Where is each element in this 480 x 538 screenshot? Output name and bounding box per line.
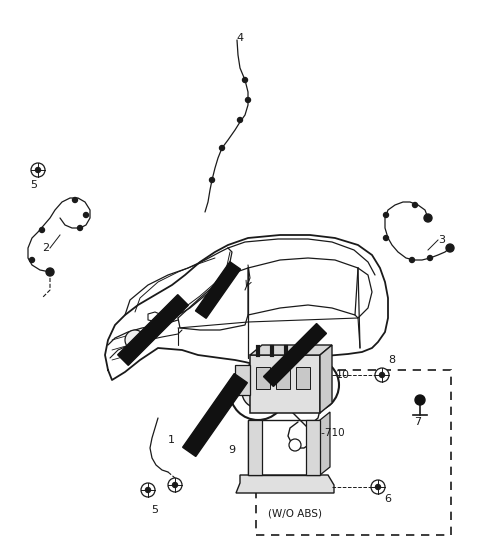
Circle shape xyxy=(238,117,242,123)
Circle shape xyxy=(253,387,263,397)
Circle shape xyxy=(424,214,432,222)
Circle shape xyxy=(298,370,328,400)
Circle shape xyxy=(230,364,286,420)
Circle shape xyxy=(289,439,301,451)
Text: 5: 5 xyxy=(31,180,37,190)
Circle shape xyxy=(380,372,384,378)
Circle shape xyxy=(219,145,225,151)
Circle shape xyxy=(415,395,425,405)
Bar xyxy=(306,420,320,475)
Text: 6: 6 xyxy=(384,494,391,504)
Bar xyxy=(250,355,320,413)
Bar xyxy=(296,367,310,389)
Text: (W/O ABS): (W/O ABS) xyxy=(268,509,322,519)
Circle shape xyxy=(371,480,385,494)
Circle shape xyxy=(384,213,388,217)
Circle shape xyxy=(125,330,145,350)
Circle shape xyxy=(72,197,77,202)
Text: 60-710: 60-710 xyxy=(308,428,345,438)
Circle shape xyxy=(141,483,155,497)
Polygon shape xyxy=(195,261,240,318)
Circle shape xyxy=(446,244,454,252)
Text: 3: 3 xyxy=(438,235,445,245)
Circle shape xyxy=(412,202,418,208)
Text: 1: 1 xyxy=(168,435,175,445)
Circle shape xyxy=(428,256,432,260)
Circle shape xyxy=(375,485,381,490)
Circle shape xyxy=(46,268,54,276)
Circle shape xyxy=(145,487,151,492)
Circle shape xyxy=(384,236,388,240)
Circle shape xyxy=(245,97,251,103)
Bar xyxy=(248,420,262,475)
Circle shape xyxy=(29,258,35,263)
Polygon shape xyxy=(264,323,326,386)
Bar xyxy=(276,367,290,389)
Polygon shape xyxy=(250,345,332,355)
Text: 4: 4 xyxy=(237,33,243,43)
Text: 7: 7 xyxy=(414,417,421,427)
Circle shape xyxy=(39,228,45,232)
Text: 8: 8 xyxy=(388,355,395,365)
Polygon shape xyxy=(118,295,188,365)
Text: 10: 10 xyxy=(336,370,350,380)
Circle shape xyxy=(172,483,178,487)
Circle shape xyxy=(36,167,40,173)
Circle shape xyxy=(84,213,88,217)
Circle shape xyxy=(31,163,45,177)
Bar xyxy=(248,420,320,475)
Bar xyxy=(235,365,250,395)
Polygon shape xyxy=(320,412,330,475)
Circle shape xyxy=(308,380,318,390)
Circle shape xyxy=(409,258,415,263)
Text: 5: 5 xyxy=(152,505,158,515)
Circle shape xyxy=(168,478,182,492)
Text: 2: 2 xyxy=(42,243,49,253)
Circle shape xyxy=(242,77,248,82)
FancyBboxPatch shape xyxy=(256,370,451,535)
Bar xyxy=(256,367,270,389)
Polygon shape xyxy=(320,345,332,413)
Circle shape xyxy=(242,376,274,408)
Circle shape xyxy=(375,368,389,382)
Polygon shape xyxy=(182,373,247,456)
Circle shape xyxy=(287,359,339,411)
Text: 9: 9 xyxy=(228,445,235,455)
Polygon shape xyxy=(236,475,334,493)
Circle shape xyxy=(77,225,83,230)
Circle shape xyxy=(209,178,215,182)
